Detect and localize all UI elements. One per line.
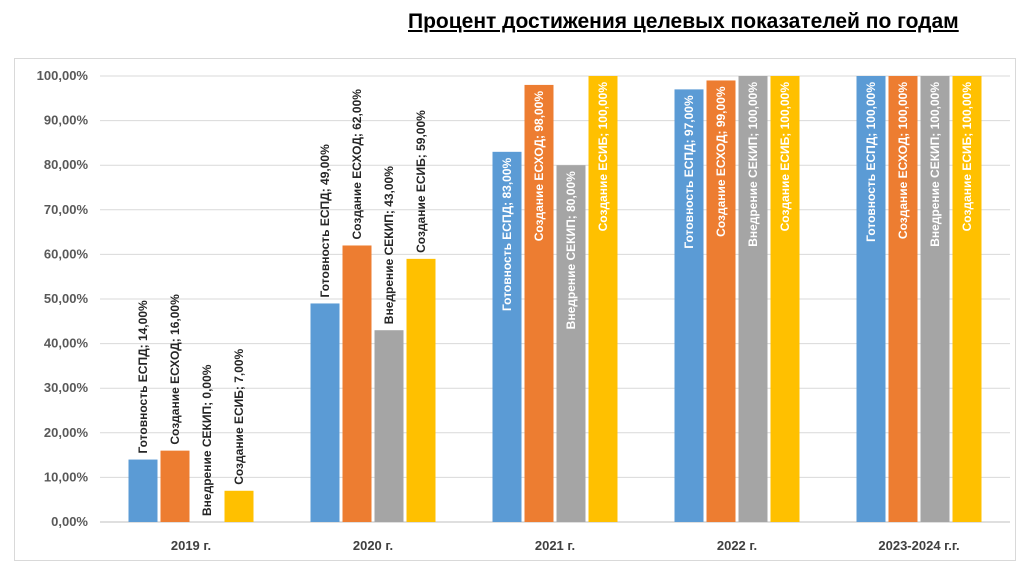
bar (374, 330, 404, 522)
bar (770, 76, 800, 522)
category-label: 2023-2024 г.г. (878, 538, 959, 553)
bar (556, 165, 586, 522)
bar (888, 76, 918, 522)
y-tick-label: 70,00% (44, 202, 89, 217)
bar (738, 76, 768, 522)
data-label: Создание ЕСИБ; 7,00% (232, 348, 246, 484)
data-label: Готовность ЕСПД; 49,00% (318, 144, 332, 298)
data-label: Внедрение СЕКИП; 100,00% (928, 82, 942, 247)
bar (674, 89, 704, 522)
data-label: Внедрение СЕКИП; 80,00% (564, 171, 578, 329)
y-tick-label: 60,00% (44, 246, 89, 261)
y-tick-label: 10,00% (44, 469, 89, 484)
bar (524, 84, 554, 523)
bar (224, 490, 254, 522)
bar (342, 245, 372, 523)
bar (856, 76, 886, 522)
bar (492, 151, 522, 522)
data-label: Готовность ЕСПД; 14,00% (136, 300, 150, 454)
y-tick-label: 20,00% (44, 425, 89, 440)
category-label: 2019 г. (171, 538, 211, 553)
y-tick-label: 50,00% (44, 291, 89, 306)
data-label: Создание ЕСИБ; 59,00% (414, 110, 428, 253)
bar (406, 258, 436, 522)
chart-title: Процент достижения целевых показателей п… (408, 10, 959, 33)
y-tick-label: 30,00% (44, 380, 89, 395)
y-tick-label: 90,00% (44, 113, 89, 128)
data-label: Создание ЕСХОД; 100,00% (896, 82, 910, 239)
category-label: 2021 г. (535, 538, 575, 553)
data-label: Готовность ЕСПД; 97,00% (682, 95, 696, 249)
y-tick-label: 80,00% (44, 157, 89, 172)
data-label: Создание ЕСХОД; 62,00% (350, 89, 364, 240)
bar (310, 303, 340, 522)
bar (952, 76, 982, 522)
data-label: Внедрение СЕКИП; 43,00% (382, 166, 396, 324)
data-label: Создание ЕСИБ; 100,00% (778, 82, 792, 232)
bar (160, 450, 190, 522)
data-label: Создание ЕСИБ; 100,00% (960, 82, 974, 232)
bar (128, 459, 158, 522)
data-label: Создание ЕСИБ; 100,00% (596, 82, 610, 232)
category-label: 2022 г. (717, 538, 757, 553)
data-label: Внедрение СЕКИП; 100,00% (746, 82, 760, 247)
bar (588, 76, 618, 522)
data-label: Готовность ЕСПД; 100,00% (864, 82, 878, 242)
bar (706, 80, 736, 523)
y-tick-label: 0,00% (51, 514, 88, 529)
data-label: Создание ЕСХОД; 99,00% (714, 86, 728, 237)
y-tick-label: 40,00% (44, 336, 89, 351)
chart-frame (14, 58, 1016, 561)
data-label: Создание ЕСХОД; 16,00% (168, 294, 182, 445)
bar (920, 76, 950, 522)
category-label: 2020 г. (353, 538, 393, 553)
y-tick-label: 100,00% (37, 68, 89, 83)
data-label: Готовность ЕСПД; 83,00% (500, 157, 514, 311)
data-label: Внедрение СЕКИП; 0,00% (200, 364, 214, 516)
data-label: Создание ЕСХОД; 98,00% (532, 91, 546, 242)
